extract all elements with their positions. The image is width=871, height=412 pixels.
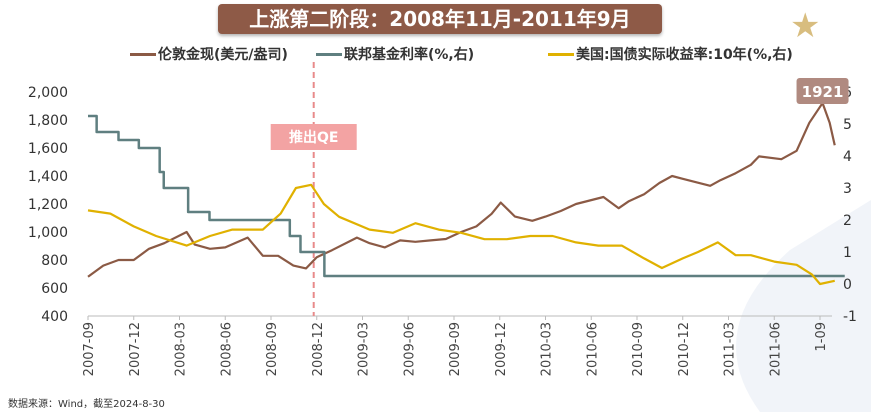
logo: ★	[790, 2, 865, 46]
x-tick-label: 2010-09	[631, 322, 646, 376]
series-line-real-yield	[87, 183, 835, 286]
x-tick-label: 2008-03	[174, 322, 189, 376]
legend-item-fed-funds: 联邦基金利率(%,右)	[316, 44, 474, 64]
y-left-tick-label: 1,600	[28, 141, 68, 157]
legend-item-gold: 伦敦金现(美元/盎司)	[130, 44, 288, 64]
x-tick-label: 2008-12	[311, 322, 326, 376]
y-right-tick-label: 0	[843, 277, 852, 293]
y-left-tick-label: 1,200	[28, 197, 68, 213]
y-right-tick-label: 4	[843, 149, 852, 165]
legend-label: 美国:国债实际收益率:10年(%,右)	[576, 47, 793, 63]
y-right-tick-label: -1	[843, 309, 857, 325]
series-line-fed-funds	[88, 114, 845, 278]
source-note: 数据来源：Wind，截至2024-8-30	[8, 399, 165, 410]
x-tick-label: 2011-06	[768, 322, 783, 376]
x-tick-label: 2009-12	[494, 322, 509, 376]
x-tick-label: 2007-12	[128, 322, 143, 376]
y-right-tick-label: 3	[843, 181, 852, 197]
star-icon: ★	[790, 6, 821, 46]
y-right-tick-label: 2	[843, 213, 852, 229]
y-left-tick-label: 400	[41, 309, 68, 325]
x-tick-label: 2009-06	[402, 322, 417, 376]
legend-item-real-yield: 美国:国债实际收益率:10年(%,右)	[548, 44, 793, 64]
y-left-tick-label: 600	[41, 281, 68, 297]
watermark-shape	[736, 200, 871, 412]
x-tick-label: 2010-12	[677, 322, 692, 376]
legend-swatch	[548, 52, 574, 56]
x-tick-label: 2009-09	[448, 322, 463, 376]
legend-label: 伦敦金现(美元/盎司)	[158, 47, 288, 63]
peak-label: 1921	[802, 83, 844, 101]
peak-label-box	[796, 78, 849, 104]
legend-label: 联邦基金利率(%,右)	[344, 47, 475, 63]
y-left-tick-label: 2,000	[28, 85, 68, 101]
x-tick-label: 2010-03	[540, 322, 555, 376]
x-tick-label: 2009-03	[357, 322, 372, 376]
x-tick-label: 2010-06	[585, 322, 600, 376]
qe-label-box	[270, 124, 357, 150]
x-tick-label: 2011-03	[723, 322, 738, 376]
y-right-tick-label: 5	[843, 117, 852, 133]
qe-label: 推出QE	[289, 129, 338, 146]
y-left-tick-label: 1,000	[28, 225, 68, 241]
x-tick-label: 2007-09	[82, 322, 97, 376]
legend-swatch	[316, 52, 342, 56]
chart-title: 上涨第二阶段：2008年11月-2011年9月	[218, 4, 662, 34]
y-right-tick-label: 1	[843, 245, 852, 261]
y-left-tick-label: 800	[41, 253, 68, 269]
series-line-gold	[87, 101, 836, 278]
y-left-tick-label: 1,400	[28, 169, 68, 185]
x-tick-label: 1-09	[814, 322, 829, 352]
y-left-tick-label: 1,800	[28, 113, 68, 129]
x-tick-label: 2008-06	[219, 322, 234, 376]
legend-swatch	[130, 52, 156, 56]
x-tick-label: 2008-09	[265, 322, 280, 376]
